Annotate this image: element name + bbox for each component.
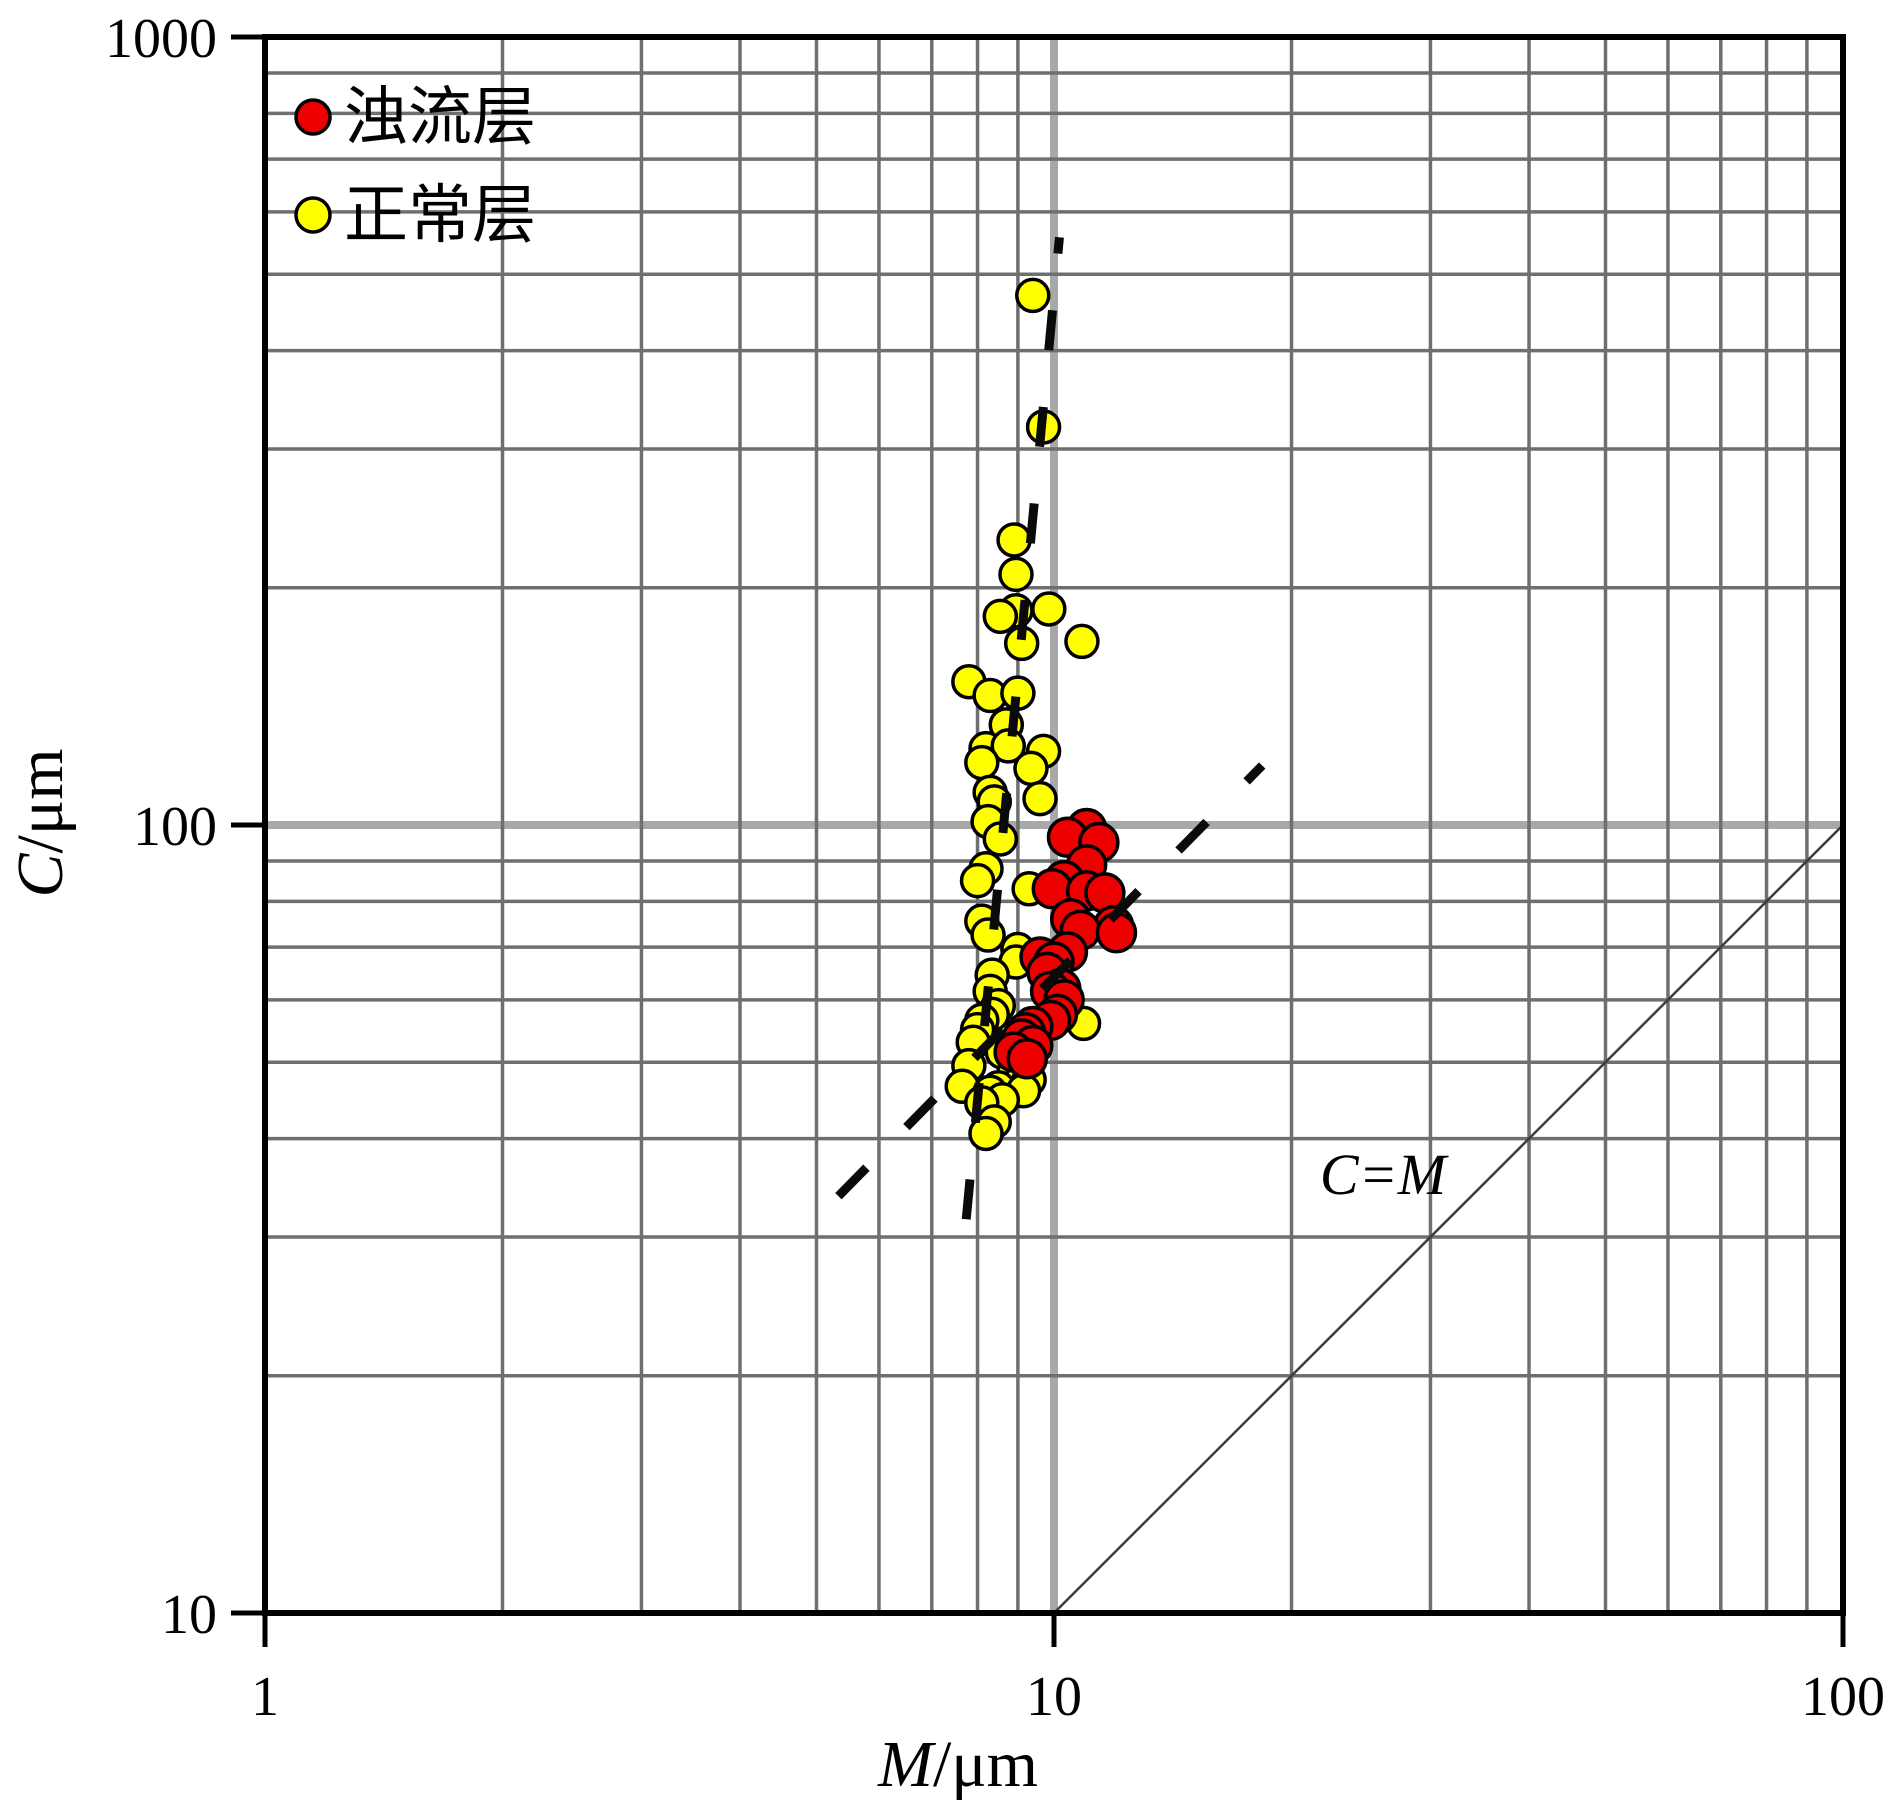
data-point-normal (968, 1115, 1004, 1152)
y-tick-label: 10 (161, 1584, 217, 1646)
y-axis-title: C/μm (4, 748, 77, 897)
legend-label-turbidite: 浊流层 (344, 82, 536, 153)
axis-tick-layer (231, 34, 1846, 1647)
diagonal-dashed-trend-line (835, 762, 1266, 1200)
legend-label-normal: 正常层 (344, 180, 536, 251)
dashed-trend-layer (835, 236, 1266, 1220)
data-point-normal (1064, 623, 1100, 660)
data-point-normal (1015, 277, 1051, 314)
data-point-turbidite (1006, 1038, 1049, 1080)
x-axis-title: M/μm (877, 1728, 1038, 1801)
legend-marker-normal-icon (294, 196, 332, 234)
x-tick-label: 1 (251, 1666, 279, 1728)
x-tick-label: 10 (1026, 1666, 1082, 1728)
data-point-normal (959, 862, 996, 899)
x-tick-label: 100 (1801, 1666, 1885, 1728)
data-point-normal (1031, 591, 1067, 627)
c-equals-m-reference-line (1053, 824, 1844, 1614)
c-equals-m-label: C=M (1320, 1142, 1449, 1207)
y-tick-label: 100 (133, 796, 217, 858)
data-point-normal (964, 744, 1000, 781)
data-point-normal (970, 917, 1006, 953)
data-point-normal (996, 522, 1032, 558)
legend-marker-turbidite-icon (294, 98, 332, 136)
data-point-normal (1013, 750, 1049, 787)
y-tick-label: 1000 (105, 8, 217, 70)
data-point-normal (982, 598, 1019, 635)
grid-layer (265, 37, 1843, 1613)
data-point-normal (998, 556, 1034, 593)
steep-dashed-trend-line (961, 236, 1064, 1220)
axis-tick-label-layer: 1 10 100 10 100 1000 (105, 8, 1885, 1728)
reference-line-layer (1053, 824, 1844, 1614)
legend: 浊流层 正常层 (294, 82, 536, 251)
data-point-normal (1022, 780, 1058, 817)
